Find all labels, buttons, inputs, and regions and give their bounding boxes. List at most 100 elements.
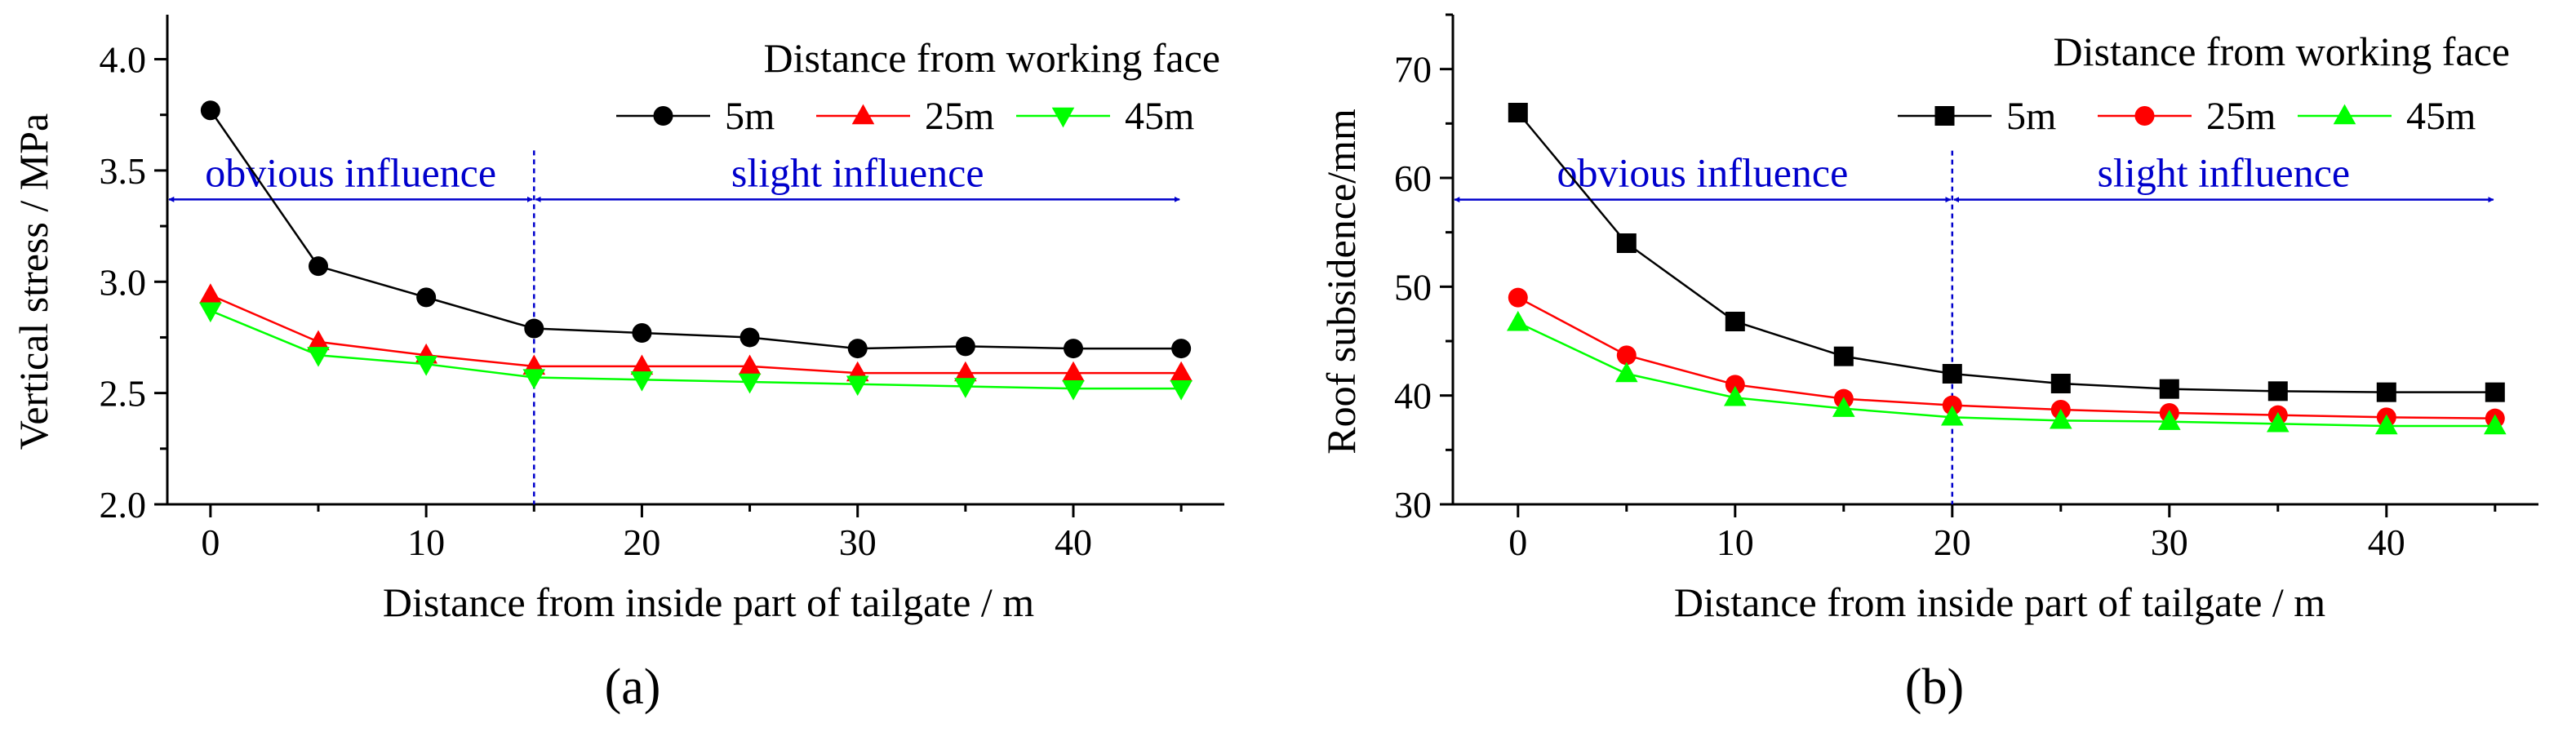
panel-a-y-tick-label: 4.0 (100, 39, 147, 81)
panel-a-data-point-5m (416, 287, 437, 308)
panel-b-x-tick-label: 30 (2151, 521, 2188, 563)
panel-a-data-point-25m (738, 354, 762, 375)
panel-a-label: (a) (605, 659, 661, 715)
panel-a-data-point-5m (524, 318, 544, 339)
panel-b-y-tick-label: 60 (1394, 157, 1432, 199)
panel-a-data-point-5m (1171, 339, 1192, 359)
panel-a-legend-marker (851, 104, 875, 125)
panel-b-legend-label: 45m (2406, 95, 2476, 138)
panel-a-data-point-25m (307, 330, 330, 351)
panel-a-series-line-25m (210, 294, 1182, 375)
panel-b-x-tick-label: 0 (1508, 521, 1527, 563)
panel-b-data-point-45m (1832, 397, 1855, 417)
panel-b-data-point-25m (1616, 345, 1637, 366)
panel-a-legend-marker (1051, 107, 1075, 128)
panel-b-data-point-25m (1942, 395, 1962, 415)
panel-a-data-point-25m (1170, 361, 1193, 382)
panel-b-data-point-5m (1508, 103, 1528, 122)
panel-a-x-axis-title: Distance from inside part of tailgate / … (383, 579, 1034, 625)
panel-a-x-tick-label: 0 (201, 521, 220, 563)
panel-b-data-point-45m (2484, 414, 2507, 435)
panel-a-data-point-45m (307, 347, 330, 367)
panel-a-y-tick-label: 2.5 (100, 373, 147, 415)
panel-b-legend: 5m 25m 45m (1898, 95, 2476, 138)
panel-a-legend-label: 45m (1125, 95, 1194, 138)
panel-a-data-point-5m (739, 327, 760, 348)
panel-b-data-point-5m (1942, 364, 1962, 384)
panel-b-legend-title: Distance from working face (2054, 29, 2511, 74)
panel-b-region-label: slight influence (2097, 150, 2350, 196)
panel-b-data-point-25m (1725, 375, 1745, 395)
panel-b-data-point-5m (2376, 382, 2396, 402)
panel-a-data-point-25m (1062, 361, 1085, 382)
panel-b-data-point-5m (2485, 382, 2505, 402)
panel-b-y-tick-label: 70 (1394, 49, 1432, 91)
panel-a-data-point-5m (1064, 339, 1083, 359)
panel-a-y-axis-title: Vertical stress / MPa (11, 113, 56, 450)
panel-a-x-tick-label: 40 (1055, 521, 1092, 563)
panel-b-chart: 0 10 20 30 40 30 40 50 60 70 obvious influence slig… (1318, 13, 2538, 715)
panel-a-data-point-5m (309, 256, 328, 277)
panel-b-data-point-45m (2158, 410, 2181, 430)
panel-b-legend-label: 25m (2206, 95, 2276, 138)
panel-b-data-point-5m (1833, 346, 1854, 366)
panel-b-y-axis-title: Roof subsidence/mm (1318, 109, 1364, 455)
panel-b-plot-area: 0 10 20 30 40 30 40 50 60 70 obvious influence slig… (1394, 13, 2538, 563)
panel-a-x-tick-label: 20 (623, 521, 660, 563)
panel-b-y-tick-label: 30 (1394, 484, 1432, 526)
panel-b-y-tick-label: 40 (1394, 375, 1432, 417)
panel-b-data-point-45m (1615, 362, 1638, 383)
panel-b-series-line-25m (1517, 296, 2495, 419)
panel-a-legend-label: 5m (725, 95, 775, 138)
panel-a-series-line-5m (209, 109, 1182, 350)
panel-a-data-point-45m (522, 369, 546, 389)
panel-a-data-point-45m (738, 373, 762, 394)
panel-a-data-point-45m (1062, 379, 1085, 401)
panel-b-series-line-5m (1517, 112, 2495, 393)
panel-a-data-point-45m (415, 355, 437, 376)
panel-a-region-label: slight influence (731, 149, 984, 195)
panel-b-data-point-45m (2267, 411, 2290, 433)
panel-b-data-point-5m (2050, 374, 2071, 393)
panel-b-data-point-45m (2375, 414, 2398, 435)
panel-a-plot-area: 0 10 20 30 40 2.0 2.5 3.0 3.5 4.0 obvious influenc… (100, 15, 1224, 563)
panel-a-x-tick-label: 30 (839, 521, 877, 563)
panel-a-chart: 0 10 20 30 40 2.0 2.5 3.0 3.5 4.0 obvious influenc… (11, 15, 1224, 715)
panel-b-data-point-45m (1724, 385, 1747, 406)
panel-b-data-point-45m (1507, 310, 1530, 331)
panel-a-data-point-45m (846, 375, 869, 397)
panel-a-data-point-5m (200, 100, 220, 121)
panel-a-y-tick-label: 2.0 (100, 484, 147, 526)
panel-b-x-tick-label: 40 (2368, 521, 2405, 563)
panel-b-legend-marker (2134, 106, 2155, 126)
panel-b-x-axis-title: Distance from inside part of tailgate / … (1674, 579, 2325, 625)
panel-a-series-line-45m (210, 309, 1182, 390)
panel-a-y-tick-label: 3.0 (100, 261, 147, 303)
panel-a-data-point-5m (632, 323, 652, 343)
panel-b-x-tick-label: 10 (1717, 521, 1754, 563)
panel-b-legend-label: 5m (2006, 95, 2056, 138)
panel-b-data-point-25m (1508, 287, 1528, 308)
panel-a-data-point-25m (199, 283, 222, 304)
panel-b-y-tick-label: 50 (1394, 266, 1432, 308)
panel-b-data-point-5m (1725, 312, 1745, 331)
panel-b-legend-marker (2333, 104, 2356, 125)
panel-a-x-tick-label: 10 (407, 521, 445, 563)
panel-b-data-point-5m (1616, 233, 1637, 253)
panel-a-legend-marker (653, 106, 673, 126)
panel-a-data-point-45m (954, 378, 977, 398)
panel-a-data-point-45m (1170, 379, 1193, 401)
panel-b-data-point-45m (2050, 408, 2072, 429)
panel-b-data-point-45m (1941, 405, 1964, 426)
panel-a-legend: 5m 25m 45m (616, 95, 1194, 138)
panel-a-data-point-5m (847, 339, 868, 359)
panel-a-data-point-25m (630, 354, 654, 375)
panel-a-legend-label: 25m (925, 95, 994, 138)
panel-b-label: (b) (1905, 659, 1964, 715)
panel-a-data-point-5m (955, 336, 975, 357)
panel-b-legend-marker (1934, 106, 1955, 126)
panel-a-region-label: obvious influence (205, 149, 496, 195)
panel-a-data-point-45m (630, 371, 654, 392)
panel-b-series-line-45m (1517, 322, 2495, 428)
